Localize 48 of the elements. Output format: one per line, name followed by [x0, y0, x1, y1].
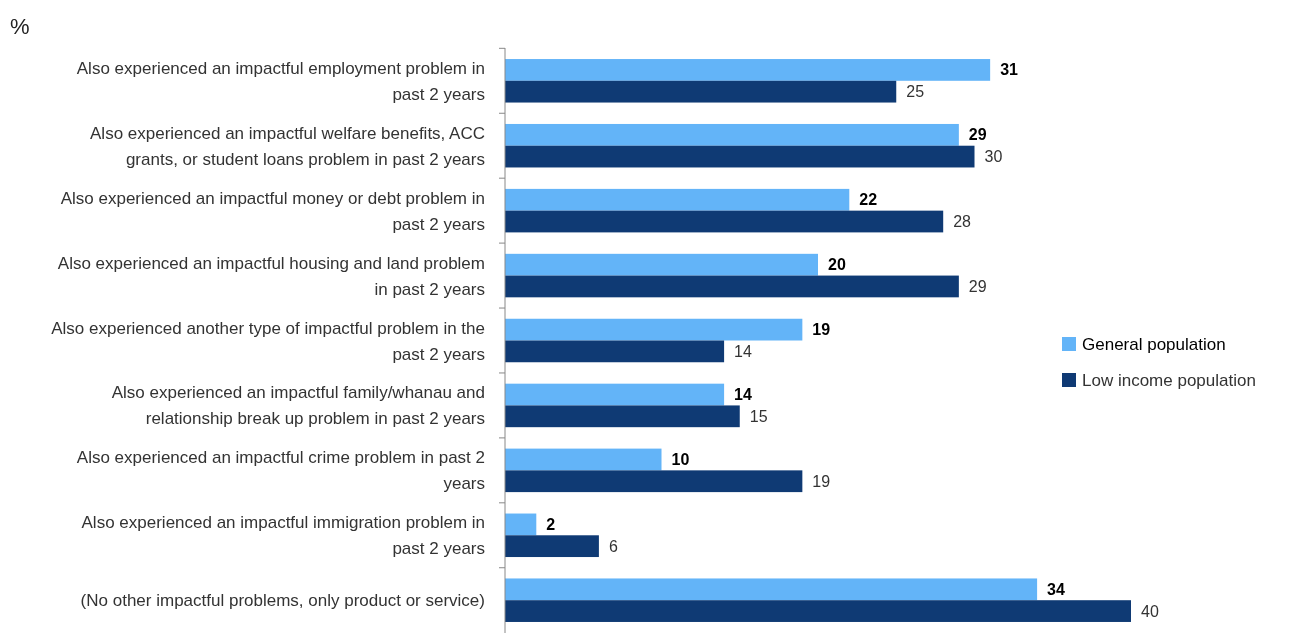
- y-tick-label: Also experienced an impactful family/whanau and relationship break up problem in past 2 years: [111, 382, 485, 428]
- data-label: 14: [734, 342, 752, 360]
- data-label: 10: [671, 450, 690, 468]
- data-label: 25: [906, 83, 925, 101]
- y-tick-label: Also experienced an impactful immigration problem in past 2 years: [81, 512, 485, 558]
- data-label: 28: [953, 213, 972, 231]
- data-label: 6: [608, 537, 618, 555]
- y-tick-label: Also experienced an impactful housing and land problem in past 2 years: [57, 253, 485, 299]
- data-label: 19: [812, 472, 831, 490]
- data-label: 15: [749, 407, 768, 425]
- y-tick-label: Also experienced another type of impactful problem in the past 2 years: [51, 318, 485, 363]
- bar: [505, 318, 803, 341]
- bar: [505, 383, 725, 406]
- y-tick-label: Also experienced an impactful welfare benefits, ACC grants, or student loans problem in past 2 years: [90, 123, 485, 169]
- bar: [505, 535, 599, 558]
- text: %: [10, 14, 30, 39]
- y-tick-label: (No other impactful problems, only product or service): [80, 590, 485, 610]
- bar: [505, 80, 897, 103]
- legend-label: Low income population: [1082, 370, 1256, 390]
- bar: [505, 513, 537, 536]
- bar: [505, 123, 959, 146]
- bar: [505, 188, 850, 211]
- bar: [505, 145, 975, 168]
- data-label: 29: [968, 126, 987, 144]
- bar: [505, 340, 725, 363]
- legend-label: General population: [1082, 334, 1226, 354]
- data-label: 40: [1141, 602, 1159, 620]
- bar: [505, 275, 959, 298]
- bar: [505, 470, 803, 493]
- data-label: 14: [734, 386, 752, 404]
- data-label: 29: [968, 277, 987, 295]
- bar: [505, 600, 1131, 622]
- bar: [505, 578, 1038, 601]
- y-tick-label: Also experienced an impactful employment problem in past 2 years: [76, 58, 485, 104]
- bar: [505, 59, 991, 81]
- bar: [505, 253, 818, 276]
- data-label: 22: [859, 191, 878, 209]
- data-label: 20: [828, 256, 846, 274]
- bar: [505, 448, 662, 471]
- data-label: 2: [546, 515, 556, 533]
- data-label: 31: [1000, 61, 1019, 79]
- data-label: 19: [812, 321, 831, 339]
- data-label: 30: [984, 148, 1003, 166]
- data-label: 34: [1047, 580, 1065, 598]
- y-tick-label: Also experienced an impactful crime problem in past 2 years: [76, 447, 485, 493]
- bar: [505, 210, 944, 233]
- y-tick-label: Also experienced an impactful money or debt problem in past 2 years: [60, 188, 485, 234]
- bar: [505, 405, 740, 428]
